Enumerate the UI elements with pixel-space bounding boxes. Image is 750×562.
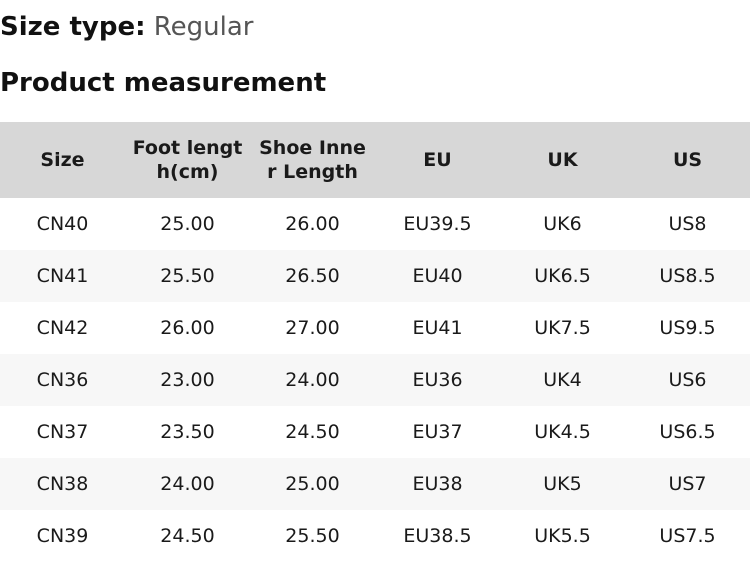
table-header-row: Size Foot length(cm) Shoe Inner Length EU UK… xyxy=(0,122,750,198)
table-cell: UK5.5 xyxy=(534,525,591,547)
table-cell: CN39 xyxy=(36,525,89,547)
table-cell: EU39.5 xyxy=(403,213,472,235)
table-cell: 25.50 xyxy=(160,265,215,287)
table-cell: CN36 xyxy=(36,369,89,391)
table-cell: EU40 xyxy=(412,265,463,287)
table-cell: UK6.5 xyxy=(534,265,591,287)
column-header: Shoe Inner Length xyxy=(259,137,366,183)
table-cell: UK5 xyxy=(543,473,582,495)
table-cell: US9.5 xyxy=(659,317,716,339)
table-cell: 26.00 xyxy=(285,213,340,235)
table-cell: US7 xyxy=(668,473,707,495)
size-type-label: Size type: xyxy=(0,12,146,42)
table-cell: EU38.5 xyxy=(403,525,472,547)
table-cell: 23.50 xyxy=(160,421,215,443)
table-cell: EU41 xyxy=(412,317,463,339)
table-cell: UK6 xyxy=(543,213,582,235)
table-row: CN39 24.50 25.50 EU38.5 UK5.5 US7.5 xyxy=(0,510,750,562)
table-cell: 24.00 xyxy=(160,473,215,495)
table-cell: UK4 xyxy=(543,369,582,391)
column-header: US xyxy=(672,149,703,171)
table-cell: EU36 xyxy=(412,369,463,391)
table-cell: UK7.5 xyxy=(534,317,591,339)
table-row: CN37 23.50 24.50 EU37 UK4.5 US6.5 xyxy=(0,406,750,458)
table-cell: 24.50 xyxy=(285,421,340,443)
column-header: Foot length(cm) xyxy=(132,137,243,183)
table-cell: 26.50 xyxy=(285,265,340,287)
table-cell: 24.50 xyxy=(160,525,215,547)
table-cell: CN40 xyxy=(36,213,89,235)
table-cell: EU38 xyxy=(412,473,463,495)
table-cell: 23.00 xyxy=(160,369,215,391)
table-cell: 25.00 xyxy=(285,473,340,495)
section-title: Product measurement xyxy=(0,68,327,98)
table-cell: 25.50 xyxy=(285,525,340,547)
column-header: EU xyxy=(423,149,452,171)
column-header: UK xyxy=(547,149,578,171)
table-cell: US6.5 xyxy=(659,421,716,443)
table-cell: US8 xyxy=(668,213,707,235)
table-cell: 24.00 xyxy=(285,369,340,391)
table-cell: CN42 xyxy=(36,317,89,339)
table-cell: US6 xyxy=(668,369,707,391)
table-cell: UK4.5 xyxy=(534,421,591,443)
table-cell: US7.5 xyxy=(659,525,716,547)
size-chart-table: Size Foot length(cm) Shoe Inner Length EU UK… xyxy=(0,122,750,562)
table-cell: CN37 xyxy=(36,421,89,443)
table-cell: EU37 xyxy=(412,421,463,443)
table-row: CN36 23.00 24.00 EU36 UK4 US6 xyxy=(0,354,750,406)
table-cell: CN38 xyxy=(36,473,89,495)
table-cell: 26.00 xyxy=(160,317,215,339)
table-row: CN42 26.00 27.00 EU41 UK7.5 US9.5 xyxy=(0,302,750,354)
table-cell: CN41 xyxy=(36,265,89,287)
table-cell: 27.00 xyxy=(285,317,340,339)
size-type-value: Regular xyxy=(153,12,254,42)
size-type: Size type: Regular xyxy=(0,11,253,43)
table-row: CN38 24.00 25.00 EU38 UK5 US7 xyxy=(0,458,750,510)
column-header: Size xyxy=(40,149,85,171)
table-row: CN40 25.00 26.00 EU39.5 UK6 US8 xyxy=(0,198,750,250)
table-cell: US8.5 xyxy=(659,265,716,287)
table-row: CN41 25.50 26.50 EU40 UK6.5 US8.5 xyxy=(0,250,750,302)
table-cell: 25.00 xyxy=(160,213,215,235)
